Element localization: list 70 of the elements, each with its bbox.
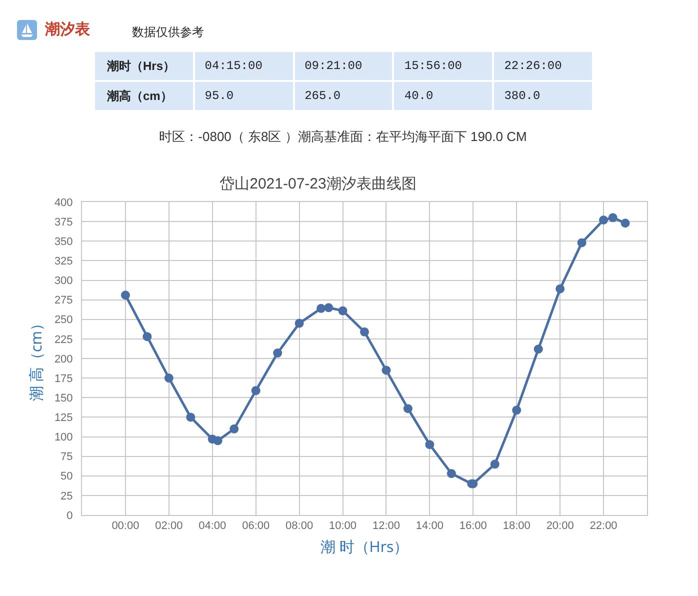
- point: [120, 290, 130, 300]
- point: [213, 436, 222, 446]
- y-tick-label: 0: [66, 510, 73, 522]
- point: [316, 304, 326, 313]
- y-tick-label: 400: [54, 196, 73, 209]
- text: 潮时（Hrs）: [95, 52, 193, 80]
- point: [620, 218, 630, 228]
- point: [230, 424, 239, 434]
- point: [556, 284, 565, 294]
- x-tick-label: 04:00: [198, 520, 226, 532]
- point: [338, 306, 348, 316]
- x-tick-label: 16:00: [459, 520, 487, 532]
- point: [512, 406, 522, 415]
- y-tick-label: 200: [54, 353, 73, 366]
- x-tick-label: 18:00: [502, 520, 530, 532]
- chart-title: 岱山2021-07-23潮汐表曲线图: [220, 175, 416, 192]
- text: 40.0: [394, 82, 492, 110]
- x-tick-label: 08:00: [286, 520, 314, 532]
- point: [403, 404, 412, 414]
- y-tick-label: 325: [54, 256, 73, 268]
- text: 数据仅供参考: [132, 25, 204, 39]
- point: [534, 344, 543, 354]
- text: 时区：-0800（ 东8区 ）潮高基准面：在平均海平面下 190.0 CM: [158, 129, 528, 145]
- point: [446, 469, 456, 478]
- text: 潮汐表: [45, 21, 90, 39]
- x-tick-label: 02:00: [155, 520, 183, 532]
- y-axis-title: 潮 高（cm）: [26, 316, 47, 401]
- x-tick-label: 20:00: [546, 520, 574, 532]
- point: [294, 318, 304, 328]
- y-tick-label: 225: [54, 334, 73, 346]
- point: [164, 374, 174, 383]
- text: 04:15:00: [194, 52, 293, 80]
- text: 15:56:00: [394, 52, 492, 80]
- x-tick-label: 00:00: [112, 520, 140, 532]
- point: [490, 460, 500, 469]
- point: [273, 348, 282, 358]
- y-tick-label: 25: [60, 490, 73, 502]
- y-tick-label: 275: [54, 294, 73, 307]
- x-tick-label: 10:00: [329, 520, 357, 532]
- y-tick-label: 150: [54, 392, 73, 404]
- y-tick-label: 350: [54, 236, 73, 248]
- text: 265.0: [294, 82, 392, 110]
- y-tick-label: 250: [54, 314, 73, 326]
- text: 潮高（cm）: [95, 82, 193, 110]
- point: [324, 303, 334, 312]
- point: [425, 440, 434, 450]
- y-tick-label: 75: [60, 451, 73, 464]
- text: 95.0: [194, 82, 293, 110]
- x-tick-label: 12:00: [372, 520, 400, 532]
- y-tick-label: 375: [54, 216, 73, 228]
- y-tick-label: 50: [60, 470, 73, 483]
- x-tick-label: 14:00: [416, 520, 444, 532]
- text: 380.0: [494, 82, 592, 110]
- x-tick-label: 06:00: [242, 520, 270, 532]
- y-tick-label: 175: [54, 372, 73, 385]
- x-axis-title: 潮 时（Hrs）: [320, 537, 409, 558]
- text: 22:26:00: [494, 52, 592, 80]
- y-tick-label: 100: [54, 432, 73, 444]
- y-tick-label: 300: [54, 275, 73, 288]
- point: [186, 412, 196, 422]
- point: [382, 366, 391, 375]
- text: 09:21:00: [294, 52, 392, 80]
- point: [599, 216, 608, 224]
- point: [360, 327, 369, 336]
- x-tick-label: 22:00: [590, 520, 618, 532]
- point: [142, 332, 152, 342]
- point: [251, 386, 260, 396]
- y-tick-label: 125: [54, 412, 73, 424]
- point: [608, 213, 618, 222]
- point: [577, 238, 586, 248]
